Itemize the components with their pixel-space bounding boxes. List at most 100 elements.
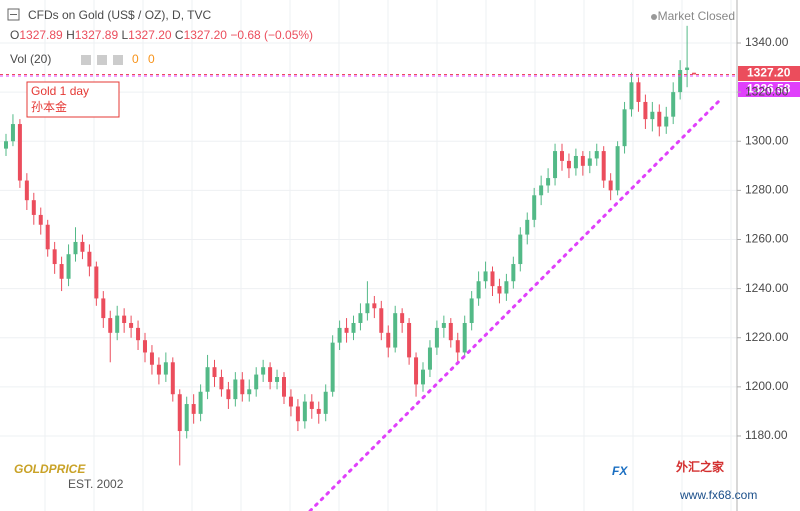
candle-body	[94, 266, 99, 299]
price-label-bg	[738, 82, 800, 97]
candle-body	[184, 404, 189, 432]
candle-body	[650, 111, 655, 120]
volume-value: 0	[148, 52, 155, 66]
candle-body	[553, 151, 558, 179]
candle-body	[608, 180, 613, 191]
collapse-icon[interactable]	[7, 8, 20, 21]
candle-body	[407, 322, 412, 358]
y-tick-label: 1320.00	[745, 84, 789, 98]
candle-body	[38, 214, 43, 225]
candle-body	[636, 82, 641, 102]
candle-body	[622, 109, 627, 147]
candle-body	[316, 408, 321, 414]
candle-body	[323, 391, 328, 414]
candle-body	[309, 401, 314, 409]
candle-body	[379, 308, 384, 333]
y-tick-label: 1180.00	[745, 428, 788, 442]
candle-body	[80, 241, 85, 252]
candle-body	[539, 185, 544, 196]
trend-line	[308, 96, 724, 511]
candle-body	[441, 322, 446, 328]
candle-body	[330, 342, 335, 392]
candle-body	[344, 327, 349, 333]
candle-body	[580, 155, 585, 166]
candle-body	[108, 318, 113, 333]
candle-body	[497, 286, 502, 294]
price-label: 1326.58	[747, 82, 791, 96]
candle-body	[295, 406, 300, 422]
candle-body	[421, 369, 425, 385]
candle-body	[455, 340, 460, 353]
ohlc-label: L	[121, 28, 128, 42]
candle-body	[615, 146, 620, 191]
ohlc-value: 1327.89	[19, 28, 63, 42]
chart-title: CFDs on Gold (US$ / OZ), D, TVC	[28, 8, 211, 22]
candle-body	[414, 357, 419, 385]
price-label-bg	[738, 66, 800, 81]
annotation-text: 孙本金	[31, 99, 67, 114]
candle-body	[122, 315, 127, 323]
candle-body	[643, 101, 648, 120]
candle-body	[504, 281, 509, 294]
candle-body	[129, 322, 134, 328]
candle-body	[337, 327, 342, 343]
candle-body	[31, 200, 36, 215]
grid	[0, 0, 737, 511]
y-tick-label: 1220.00	[745, 330, 789, 344]
vol-icon[interactable]	[81, 55, 91, 65]
candle-body	[66, 254, 71, 279]
candle-body	[657, 111, 662, 127]
candle-body	[462, 322, 467, 353]
candle-body	[372, 303, 377, 309]
candle-body	[136, 327, 141, 341]
y-tick-label: 1260.00	[745, 232, 789, 246]
candle-body	[143, 340, 147, 353]
candle-body	[483, 271, 488, 282]
candle-body	[393, 313, 398, 348]
candle-body	[560, 151, 564, 161]
logo-url: www.fx68.com	[679, 488, 757, 502]
candle-body	[10, 124, 15, 142]
candle-body	[4, 141, 8, 149]
candle-body	[205, 367, 210, 392]
candle-body	[177, 394, 182, 432]
vol-icon[interactable]	[113, 55, 123, 65]
ohlc-value: 1327.20	[184, 28, 228, 42]
candle-body	[288, 396, 293, 407]
y-tick-label: 1340.00	[745, 35, 789, 49]
y-tick-label: 1300.00	[745, 133, 789, 147]
vol-icon[interactable]	[97, 55, 107, 65]
candle-body	[386, 332, 391, 348]
candles	[4, 25, 697, 466]
candle-body	[511, 264, 516, 282]
logo-fx: FX	[612, 464, 628, 478]
status-dot	[651, 14, 657, 20]
candle-body	[664, 116, 669, 127]
change-value: −0.68 (−0.05%)	[230, 28, 313, 42]
volume-value: 0	[132, 52, 139, 66]
ohlc-label: C	[175, 28, 184, 42]
candle-body	[73, 241, 78, 255]
logo-left-sub: EST. 2002	[68, 477, 124, 491]
candle-body	[629, 82, 634, 110]
candle-body	[594, 151, 599, 159]
candle-body	[268, 367, 273, 382]
candle-body	[101, 298, 106, 319]
annotation-text: Gold 1 day	[31, 84, 89, 98]
candle-body	[400, 313, 405, 323]
candle-body	[163, 362, 168, 375]
candle-body	[434, 327, 439, 348]
candle-body	[601, 151, 606, 181]
candle-body	[671, 92, 676, 117]
overlay: 1327.20 1326.58	[0, 66, 800, 97]
candle-body	[476, 281, 481, 299]
candle-body	[358, 313, 363, 323]
candle-body	[170, 362, 175, 395]
candle-body	[692, 72, 697, 75]
logo-cn: 外汇之家	[676, 459, 725, 474]
candle-body	[678, 70, 683, 93]
candle-body	[427, 347, 432, 370]
candle-body	[261, 367, 266, 375]
candle-body	[490, 271, 495, 287]
candle-body	[59, 264, 64, 279]
